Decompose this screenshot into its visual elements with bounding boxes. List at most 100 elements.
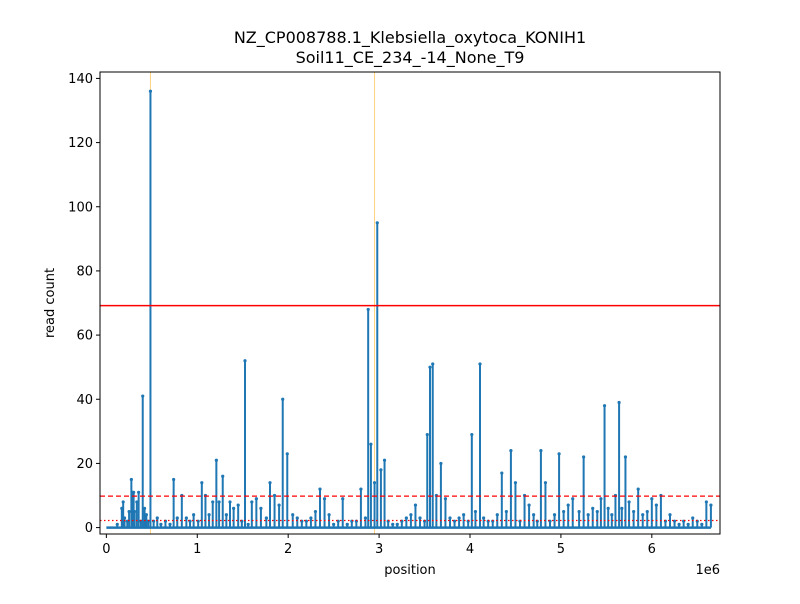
bar-point	[277, 503, 281, 507]
bar-point	[132, 509, 137, 514]
bar-point	[268, 481, 272, 485]
bar-point	[259, 506, 263, 510]
bar-point	[610, 513, 614, 517]
y-tick-label: 20	[76, 457, 93, 472]
bar-point	[552, 513, 557, 517]
bar-point	[304, 519, 308, 523]
bar-point	[509, 448, 513, 453]
bar-point	[632, 509, 636, 514]
bar-point	[192, 513, 196, 517]
chart-title: NZ_CP008788.1_Klebsiella_oxytoca_KONIH1	[234, 28, 586, 48]
bar-point	[217, 500, 221, 504]
bar-point	[254, 497, 258, 501]
bar-point	[184, 516, 188, 520]
bar-point	[391, 522, 395, 526]
x-tick-label: 1	[193, 542, 201, 557]
bar-point	[686, 522, 690, 526]
bar-point	[513, 481, 518, 485]
bar-point	[332, 522, 336, 526]
bar-point	[211, 500, 215, 504]
bar-point	[557, 452, 561, 456]
y-tick-label: 100	[68, 200, 93, 215]
bar-point	[562, 509, 566, 514]
y-tick-label: 0	[85, 521, 93, 536]
bar-point	[532, 513, 536, 517]
bar-point	[382, 458, 387, 462]
bar-point	[709, 503, 713, 507]
x-tick-label: 3	[375, 542, 383, 557]
bar-point	[148, 89, 153, 93]
bar-point	[668, 513, 672, 517]
bar-point	[654, 503, 658, 507]
bar-point	[366, 307, 370, 312]
bar-point	[448, 516, 452, 520]
bar-point	[404, 516, 408, 520]
bar-point	[543, 481, 548, 485]
bar-point	[309, 516, 313, 520]
bar-point	[431, 362, 435, 366]
bar-point	[115, 522, 119, 526]
bar-point	[428, 365, 432, 369]
bar-point	[207, 513, 211, 517]
y-axis-label: read count	[43, 268, 58, 338]
y-tick-label: 60	[76, 329, 93, 344]
bar-point	[650, 497, 654, 501]
bar-point	[704, 500, 708, 504]
bar-point	[142, 506, 147, 510]
bar-point	[250, 500, 254, 504]
bar-point	[327, 513, 331, 517]
bar-point	[586, 513, 590, 517]
bar-point	[672, 519, 677, 523]
bar-point	[495, 513, 499, 517]
bar-point	[168, 522, 172, 526]
plot-background	[100, 72, 720, 534]
x-tick-label: 0	[102, 542, 110, 557]
bar-point	[645, 509, 649, 514]
bar-point	[141, 394, 145, 398]
bar-point	[595, 509, 599, 514]
bar-point	[470, 432, 474, 437]
bar-point	[482, 516, 486, 520]
bar-point	[409, 513, 413, 517]
bar-point	[132, 490, 136, 494]
bar-point	[155, 516, 159, 520]
reference-lines	[100, 304, 720, 522]
y-tick-label: 80	[76, 264, 93, 279]
y-axis-ticks: 0 20 40 60 80 100 120 140	[68, 72, 100, 536]
x-axis-offset-label: 1e6	[695, 563, 720, 578]
bar-point	[137, 490, 141, 494]
bar-point	[478, 362, 482, 366]
bar-point	[375, 221, 379, 225]
bar-point	[341, 497, 345, 501]
bar-point	[127, 509, 131, 514]
bar-point	[359, 487, 363, 491]
bar-point	[121, 500, 125, 504]
bar-point	[566, 503, 570, 507]
bar-point	[602, 404, 607, 408]
x-tick-label: 6	[648, 542, 656, 557]
bar-point	[172, 477, 176, 482]
bar-point	[617, 400, 621, 405]
y-tick-label: 40	[76, 393, 93, 408]
bar-point	[425, 432, 429, 437]
bar-point	[599, 497, 603, 501]
bar-point	[281, 397, 285, 401]
bar-point	[363, 516, 368, 520]
bar-point	[577, 509, 581, 514]
bar-point	[606, 506, 610, 510]
bar-point	[144, 513, 148, 517]
bar-point	[582, 455, 586, 459]
bar-point	[620, 506, 624, 510]
bar-point	[439, 461, 443, 466]
bar-point	[527, 503, 531, 507]
bar-point	[322, 497, 327, 501]
bar-point	[345, 522, 349, 526]
y-tick-label: 140	[68, 72, 93, 87]
bar-point	[591, 506, 595, 510]
bar-point	[677, 522, 681, 526]
bar-point	[623, 455, 628, 459]
bar-point	[504, 509, 508, 514]
bar-point	[691, 516, 695, 520]
bar-point	[291, 513, 295, 517]
